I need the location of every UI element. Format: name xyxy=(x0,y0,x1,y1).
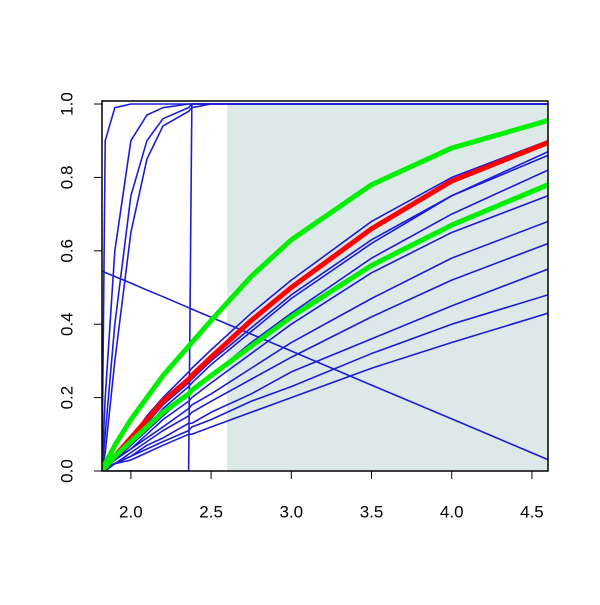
y-tick-label: 0.8 xyxy=(57,166,76,190)
curve xyxy=(102,118,548,471)
plot-frame xyxy=(101,100,549,472)
y-tick-label: 0.0 xyxy=(57,459,76,483)
x-tick-label: 3.5 xyxy=(360,502,384,521)
x-tick-label: 3.0 xyxy=(279,502,303,521)
x-tick-label: 2.0 xyxy=(119,502,143,521)
curve xyxy=(102,312,548,471)
x-tick-label: 4.0 xyxy=(440,502,464,521)
y-tick-label: 0.4 xyxy=(57,312,76,336)
curve xyxy=(102,150,548,471)
x-tick-label: 2.5 xyxy=(199,502,223,521)
plot-area xyxy=(102,103,548,471)
curve xyxy=(102,103,548,471)
y-tick-label: 1.0 xyxy=(57,92,76,116)
x-tick-label: 4.5 xyxy=(520,502,544,521)
curve xyxy=(102,182,548,471)
y-tick-label: 0.2 xyxy=(57,386,76,410)
y-tick-label: 0.6 xyxy=(57,239,76,263)
curve xyxy=(102,270,548,461)
